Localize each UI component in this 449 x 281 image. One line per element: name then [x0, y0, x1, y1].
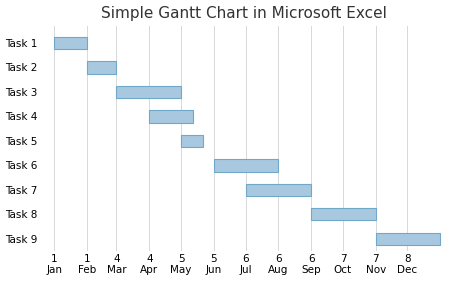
Title: Simple Gantt Chart in Microsoft Excel: Simple Gantt Chart in Microsoft Excel	[101, 6, 387, 21]
Bar	[376, 233, 440, 245]
Bar	[311, 208, 376, 221]
Bar	[246, 184, 311, 196]
Bar	[214, 159, 278, 171]
Bar	[150, 110, 193, 123]
Bar	[54, 37, 87, 49]
Bar	[116, 86, 181, 98]
Bar	[181, 135, 203, 147]
Bar	[87, 61, 116, 74]
